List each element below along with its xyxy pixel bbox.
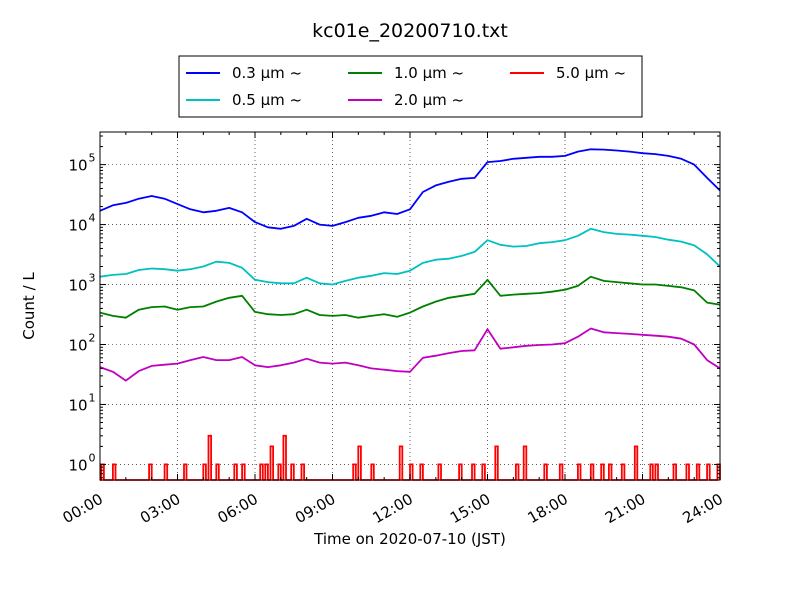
legend-label: 2.0 μm ~	[394, 91, 464, 109]
y-tick-exponent: 0	[89, 451, 96, 464]
legend-label: 0.3 μm ~	[232, 64, 302, 82]
grid	[100, 132, 720, 480]
y-tick-label: 10	[68, 337, 87, 355]
y-tick-label: 10	[68, 157, 87, 175]
legend-label: 1.0 μm ~	[394, 64, 464, 82]
y-tick-label: 10	[68, 456, 87, 474]
chart-title: kc01e_20200710.txt	[312, 20, 508, 42]
y-tick-label: 10	[68, 277, 87, 295]
axis-ticks	[99, 132, 721, 480]
x-axis-label: Time on 2020-07-10 (JST)	[313, 530, 506, 548]
series-lines	[99, 148, 721, 382]
y-tick-exponent: 2	[89, 332, 96, 345]
y-tick-exponent: 1	[89, 391, 96, 404]
series-line-3	[99, 275, 721, 319]
y-tick-exponent: 3	[89, 272, 96, 285]
series-line-1	[99, 148, 721, 230]
y-tick-exponent: 4	[89, 212, 96, 225]
event-series-line	[100, 434, 721, 481]
event-series	[100, 434, 721, 481]
legend-items: 0.3 μm ~ 0.5 μm ~ 1.0 μm ~ 2.0 μm ~ 5.0 μm ~	[186, 64, 626, 109]
legend: 0.3 μm ~ 0.5 μm ~ 1.0 μm ~ 2.0 μm ~ 5.0 μm ~	[178, 55, 643, 118]
series-line-4	[99, 327, 721, 382]
legend-label: 5.0 μm ~	[556, 64, 626, 82]
series-line-2	[99, 227, 721, 286]
plot-area	[99, 131, 721, 481]
legend-frame	[178, 55, 643, 118]
y-tick-label: 10	[68, 396, 87, 414]
y-tick-label: 10	[68, 217, 87, 235]
legend-label: 0.5 μm ~	[232, 91, 302, 109]
y-tick-exponent: 5	[89, 152, 96, 165]
y-axis-label: Count / L	[20, 272, 38, 340]
